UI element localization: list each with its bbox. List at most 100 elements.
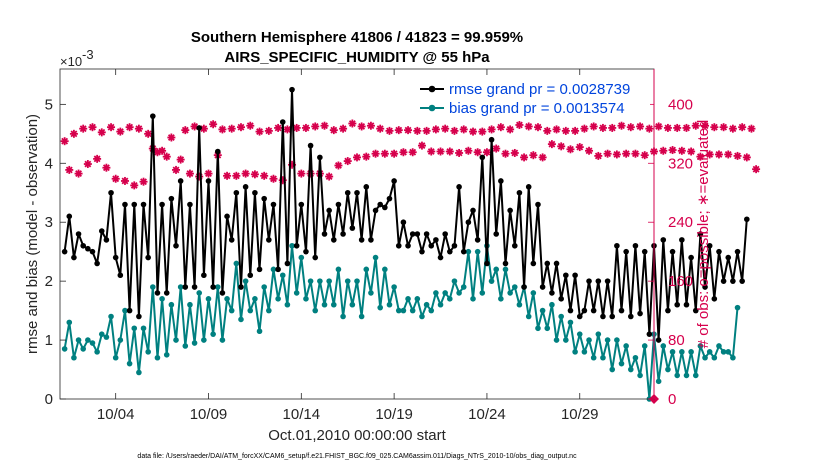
- bias-point: [702, 354, 708, 361]
- bias-point: [358, 313, 365, 320]
- bias-point: [730, 354, 736, 361]
- bias-point: [470, 296, 476, 302]
- rmse-point: [474, 237, 481, 243]
- obs-evaluated-marker: [719, 123, 728, 132]
- obs-marker-stroke: [706, 151, 714, 158]
- rmse-point: [368, 237, 374, 243]
- obs-marker-stroke: [632, 150, 639, 158]
- rmse-point: [335, 201, 342, 208]
- obs-marker-stroke: [608, 124, 616, 132]
- obs-marker-stroke: [297, 170, 305, 178]
- obs-marker-stroke: [130, 181, 138, 189]
- bias-point: [117, 337, 124, 343]
- bias-point: [75, 337, 82, 343]
- obs-evaluated-marker: [691, 121, 700, 130]
- rmse-point: [191, 284, 198, 290]
- obs-marker-stroke: [734, 152, 741, 160]
- rmse-point: [730, 278, 736, 284]
- x-tick-label: 10/19: [375, 406, 413, 423]
- bias-point: [122, 307, 128, 314]
- obs-marker-stroke: [696, 153, 704, 161]
- bias-point: [734, 304, 741, 311]
- bias-point: [692, 372, 699, 379]
- obs-marker-stroke: [655, 123, 663, 130]
- rmse-point: [98, 228, 105, 234]
- legend-bias-label: bias grand pr = 0.0013574: [449, 100, 625, 117]
- bias-point: [103, 334, 110, 340]
- bias-point: [419, 313, 425, 320]
- obs-evaluated-marker: [431, 125, 440, 134]
- obs-evaluated-marker: [97, 128, 106, 137]
- rmse-point: [386, 195, 393, 202]
- rmse-point: [493, 231, 500, 237]
- rmse-point: [549, 290, 555, 296]
- bias-point: [205, 296, 212, 302]
- bias-point: [679, 349, 685, 355]
- rmse-point: [521, 284, 527, 290]
- obs-marker-stroke: [223, 172, 231, 180]
- rmse-point: [233, 189, 240, 196]
- rmse-point: [465, 219, 472, 226]
- bias-point: [89, 340, 96, 346]
- bias-point: [182, 343, 189, 349]
- bias-point: [284, 301, 291, 308]
- axes-layer: [59, 68, 655, 400]
- obs-evaluated-marker: [274, 123, 283, 132]
- x-axis-label: Oct.01,2010 00:00:00 start: [268, 427, 446, 444]
- rmse-point: [618, 307, 625, 314]
- obs-evaluated-marker: [255, 127, 264, 136]
- bias-point: [303, 296, 309, 302]
- obs-evaluated-marker: [172, 165, 181, 174]
- obs-marker-stroke: [61, 137, 69, 145]
- obs-marker-stroke: [738, 123, 746, 131]
- y-exponent-power: -3: [82, 47, 94, 62]
- obs-marker-stroke: [344, 157, 352, 165]
- obs-marker-stroke: [330, 126, 338, 134]
- obs-marker-stroke: [743, 153, 751, 161]
- rmse-point: [623, 248, 629, 255]
- obs-marker-stroke: [70, 130, 78, 138]
- rmse-point: [511, 242, 518, 249]
- obs-evaluated-marker: [450, 126, 459, 135]
- rmse-point: [340, 231, 346, 237]
- obs-evaluated-marker: [571, 126, 580, 135]
- rmse-point: [637, 310, 643, 317]
- rmse-point: [563, 272, 569, 279]
- bias-point: [201, 337, 207, 343]
- bias-point: [618, 360, 625, 367]
- rmse-point: [377, 201, 384, 208]
- obs-marker-stroke: [167, 134, 175, 141]
- rmse-point: [177, 178, 184, 184]
- bias-point: [665, 366, 671, 373]
- obs-evaluated-marker: [125, 123, 134, 132]
- obs-marker-stroke: [362, 153, 370, 161]
- bias-point: [451, 278, 458, 284]
- obs-evaluated-marker: [144, 129, 153, 138]
- obs-marker-stroke: [752, 165, 760, 173]
- obs-evaluated-marker: [343, 157, 352, 166]
- bias-point: [604, 337, 611, 343]
- obs-evaluated-marker: [441, 124, 450, 133]
- obs-evaluated-marker: [79, 124, 88, 133]
- bias-point: [609, 366, 616, 373]
- obs-marker-stroke: [701, 122, 709, 130]
- obs-marker-stroke: [451, 127, 458, 135]
- obs-marker-stroke: [200, 125, 208, 133]
- y2-tick-label: 320: [668, 155, 693, 172]
- rmse-point: [303, 248, 309, 255]
- bias-point: [344, 278, 351, 284]
- y-tick-label: 4: [45, 155, 53, 172]
- obs-evaluated-marker: [673, 123, 682, 132]
- rmse-point: [581, 307, 588, 314]
- obs-evaluated-marker: [636, 122, 645, 131]
- obs-evaluated-marker: [714, 150, 723, 159]
- bias-point: [632, 354, 639, 361]
- bias-point: [136, 369, 142, 376]
- obs-evaluated-marker: [496, 123, 505, 132]
- bias-point: [377, 304, 384, 311]
- rmse-point: [409, 231, 416, 237]
- obs-evaluated-marker: [612, 150, 621, 159]
- rmse-point: [136, 313, 142, 320]
- obs-evaluated-marker: [376, 124, 385, 133]
- bias-point: [289, 242, 295, 249]
